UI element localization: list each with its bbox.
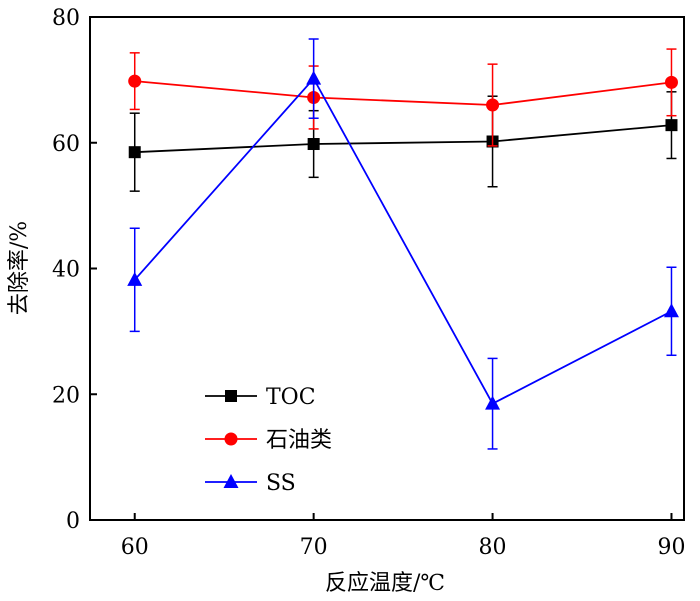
data-point [663,303,679,318]
series-line [134,77,672,405]
data-point [128,146,141,159]
plot-area: 60 70 80 90 0 20 40 60 80 [52,6,685,560]
legend: TOC 石油类 SS [205,385,332,496]
y-tick-label: 0 [66,509,80,534]
x-tick-label: 60 [121,535,149,560]
legend-label: 石油类 [266,428,332,453]
x-tick-label: 80 [479,535,507,560]
x-tick-label: 90 [657,535,685,560]
series-3 [127,38,679,450]
legend-label: TOC [266,385,316,410]
y-tick-label: 40 [52,258,80,283]
data-point [665,119,678,132]
data-point [128,74,142,88]
legend-marker [223,474,239,488]
x-axis-label: 反应温度/℃ [325,571,445,596]
data-point [127,271,143,286]
legend-marker [224,432,238,446]
series-line [134,80,672,106]
legend-label: SS [266,471,296,496]
series-layer [127,38,679,450]
data-point [664,75,678,89]
series-line [134,124,672,154]
legend-marker [225,390,237,402]
y-tick-label: 20 [52,383,80,408]
data-point [485,395,501,410]
data-point [486,98,500,112]
y-tick-label: 80 [52,6,80,31]
data-point [306,70,322,85]
y-tick-label: 60 [52,132,80,157]
y-axis-label: 去除率/% [7,221,32,315]
x-tick-label: 70 [300,535,328,560]
series-1 [128,91,678,192]
data-point [307,138,320,151]
